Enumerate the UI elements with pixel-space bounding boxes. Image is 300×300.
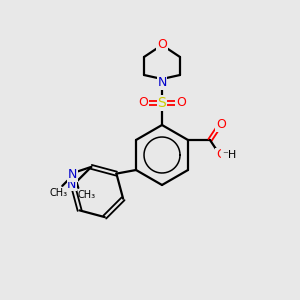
Text: O: O [216,148,226,161]
Text: N: N [157,76,167,89]
Text: O: O [138,97,148,110]
Text: CH₃: CH₃ [49,188,68,198]
Text: S: S [158,96,166,110]
Text: N: N [68,168,77,182]
Text: N: N [67,178,76,191]
Text: O: O [216,118,226,131]
Text: O: O [176,97,186,110]
Text: CH₃: CH₃ [77,190,95,200]
Text: O: O [157,38,167,50]
Text: ⁻H: ⁻H [222,150,236,160]
